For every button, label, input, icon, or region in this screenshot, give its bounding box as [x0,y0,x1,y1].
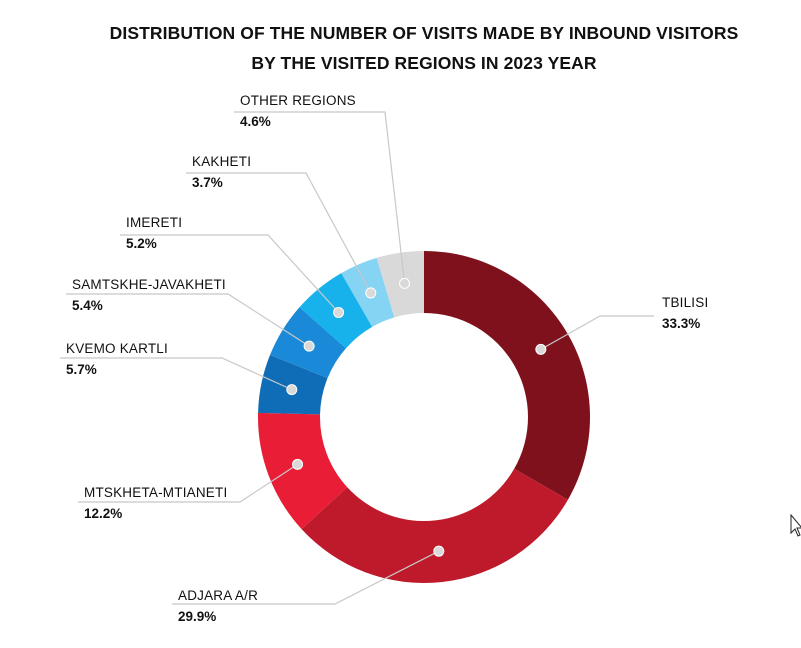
leader-line [78,463,298,503]
labels-layer: TBILISI 33.3% ADJARA A/R 29.9% MTSKHETA-MTIA… [66,93,708,624]
leader-lines-layer [60,111,654,605]
slice-label-name: SAMTSKHE-JAVAKHETI [72,277,226,292]
leader-line [120,234,340,313]
slice-mtskheta-mtianeti [258,412,348,530]
slice-label-name: IMERETI [126,215,182,230]
leader-line [234,111,406,284]
slice-marker-dot [303,340,315,352]
slice-label-name: KAKHETI [192,154,251,169]
slice-label-value: 5.4% [72,298,103,313]
chart-title-line-1: DISTRIBUTION OF THE NUMBER OF VISITS MAD… [109,23,739,43]
leader-line [540,315,654,350]
slice-label-value: 4.6% [240,114,271,129]
slice-label-name: TBILISI [662,295,708,310]
leader-line [186,172,372,294]
slice-label-value: 5.7% [66,362,97,377]
slice-marker-dot [365,287,377,299]
mouse-cursor-icon [790,513,801,543]
slice-marker-dot [286,384,298,396]
slice-adjara-a-r [301,468,568,583]
leader-line [172,550,440,605]
chart-subtitle: BY THE VISITED REGIONS IN 2023 YEAR [251,53,597,73]
chart-title: DISTRIBUTION OF THE NUMBER OF VISITS MAD… [0,18,801,78]
slice-label-name: ADJARA A/R [178,588,258,603]
slices-layer [258,251,590,583]
slice-label-value: 33.3% [662,316,700,331]
slice-marker-dot [535,343,547,355]
slice-label-name: KVEMO KARTLI [66,341,168,356]
slice-label-value: 3.7% [192,175,223,190]
slice-label-value: 29.9% [178,609,216,624]
slice-tbilisi [424,251,590,500]
slice-label-value: 12.2% [84,506,122,521]
slice-label-name: OTHER REGIONS [240,93,356,108]
slice-label-value: 5.2% [126,236,157,251]
leader-line [66,293,310,347]
leader-line [60,357,293,391]
slice-marker-dot [292,458,304,470]
slice-marker-dot [399,277,411,289]
slice-marker-dot [333,306,345,318]
slice-marker-dot [433,545,445,557]
slice-label-name: MTSKHETA-MTIANETI [84,485,227,500]
